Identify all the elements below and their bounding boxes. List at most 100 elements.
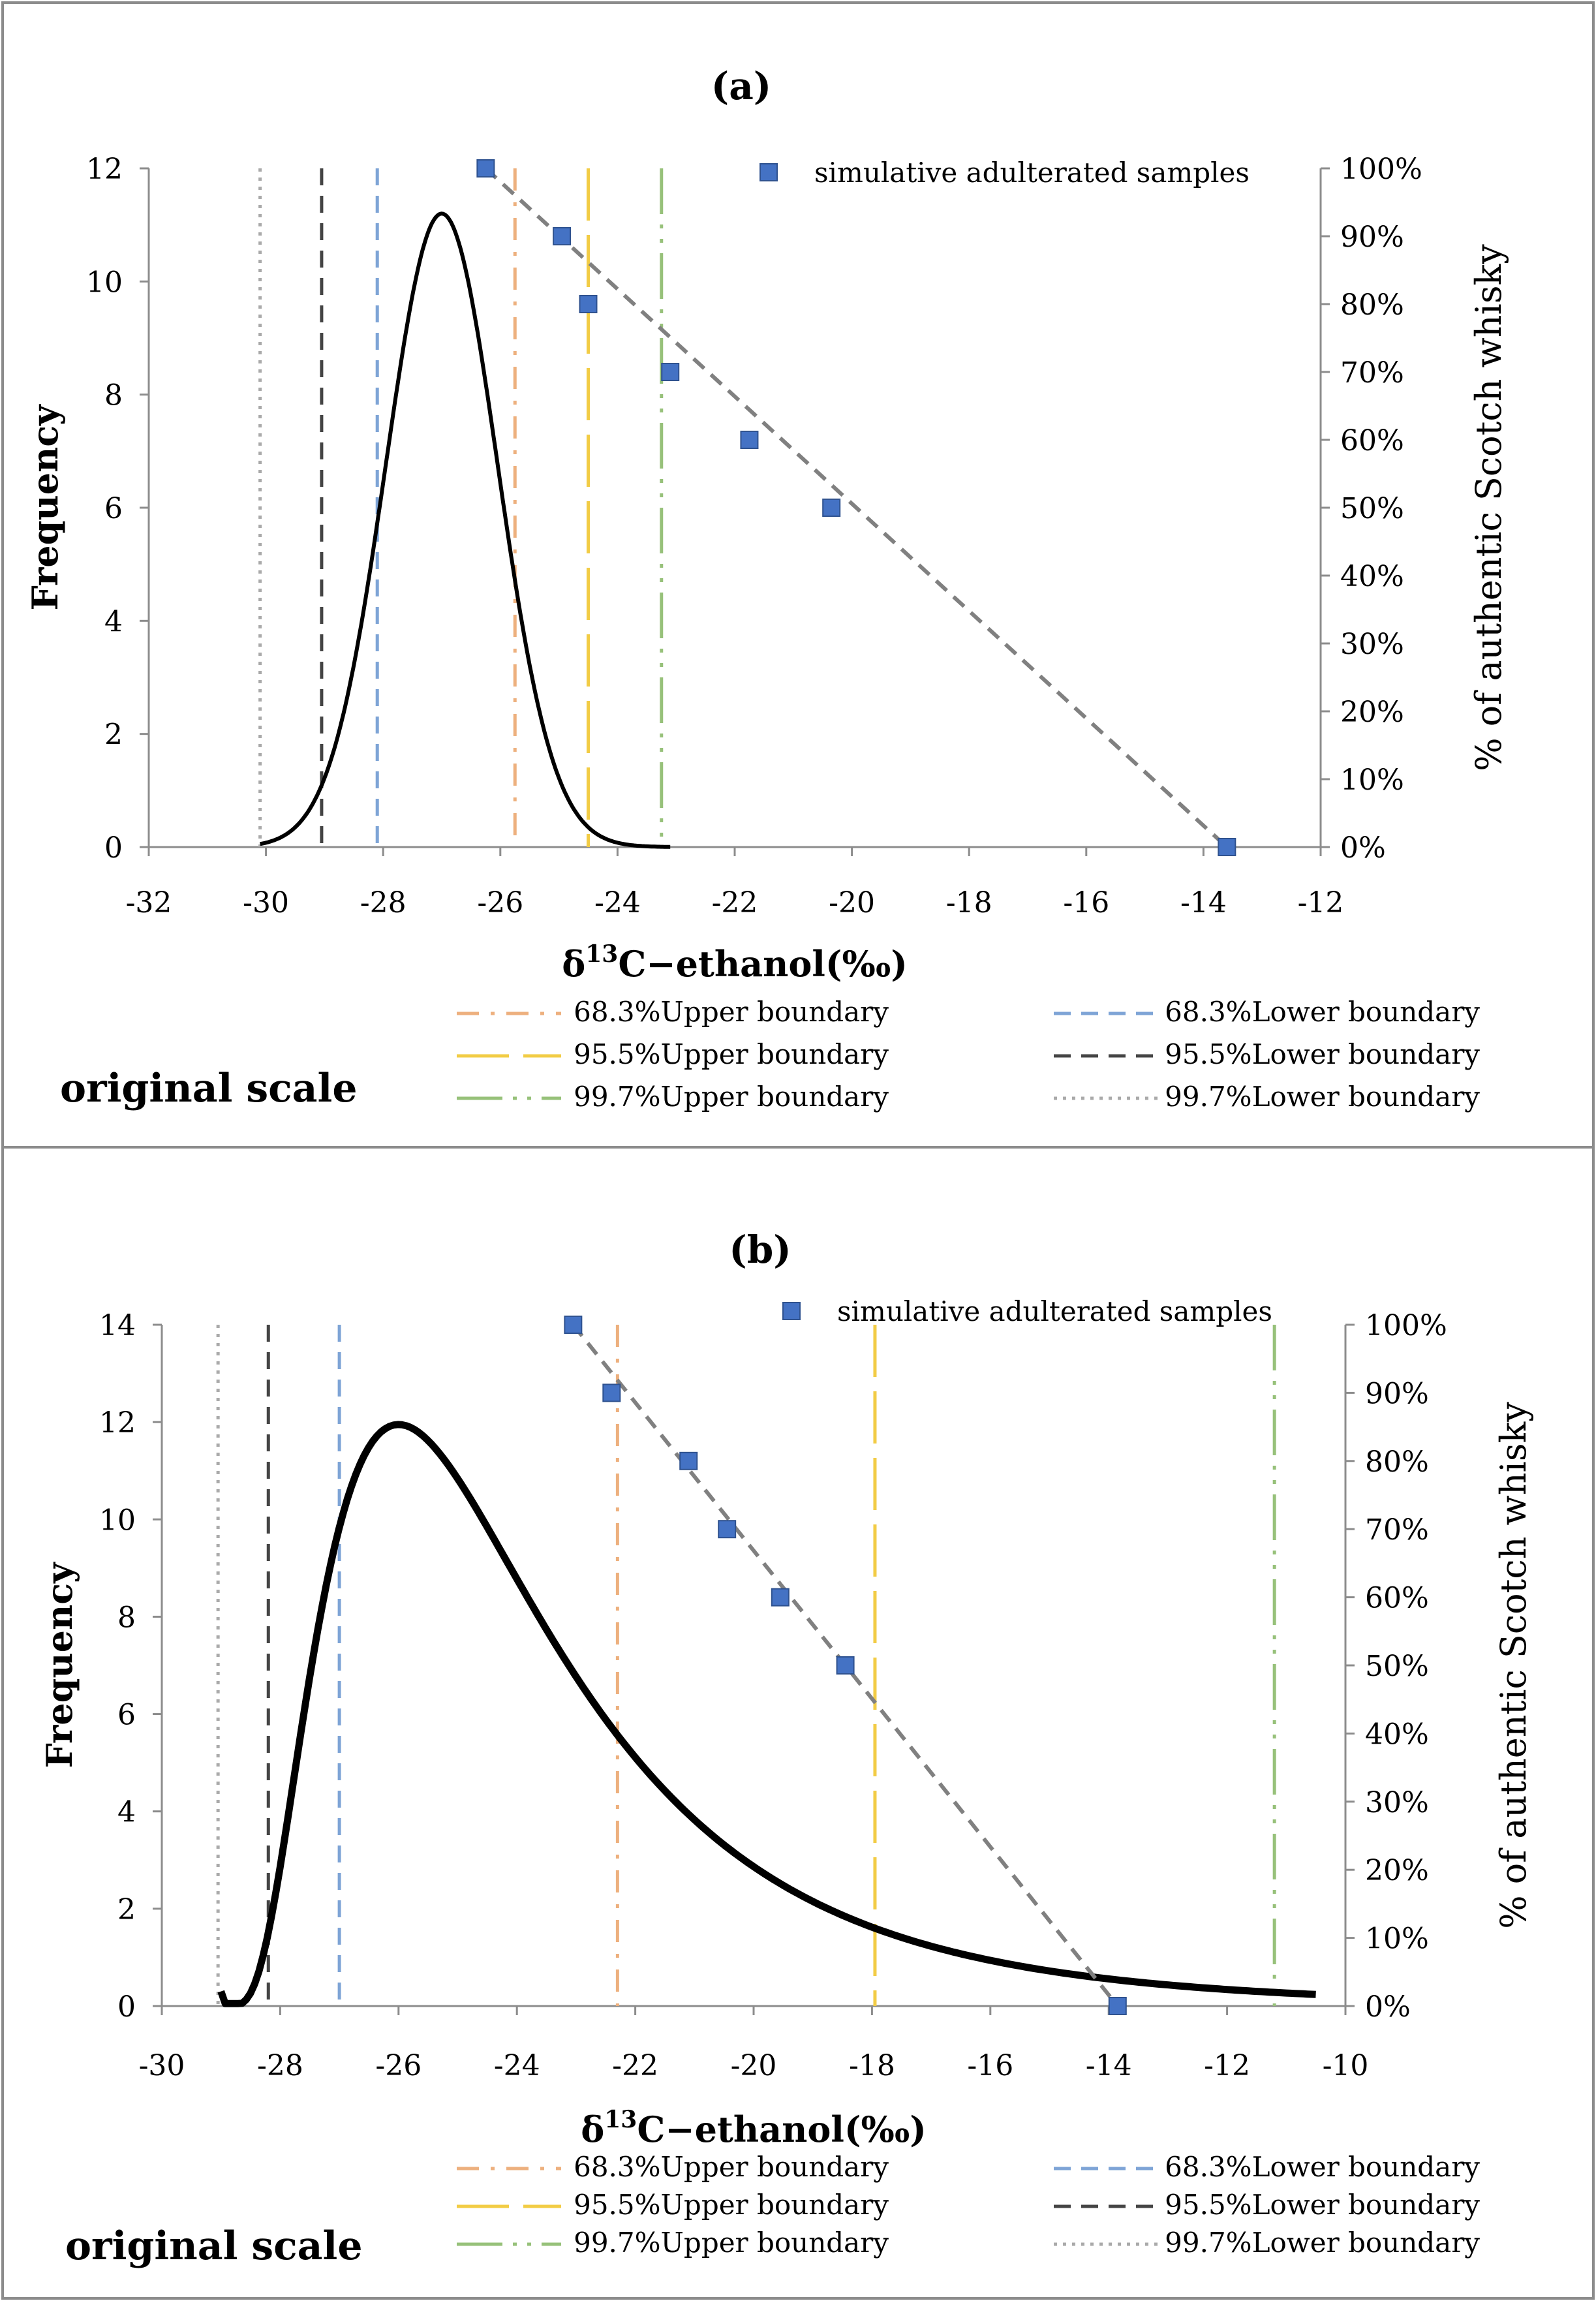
- y2-tick-label: 20%: [1340, 696, 1404, 729]
- chart-title: (b): [729, 1228, 791, 1272]
- sample-point: [661, 363, 680, 381]
- x-tick-label: -24: [594, 886, 641, 919]
- x-axis-label-delta: δ: [562, 943, 585, 985]
- sample-point: [1218, 838, 1236, 856]
- y2-tick-label: 60%: [1340, 424, 1404, 457]
- x-axis-label-sup: 13: [604, 2106, 637, 2133]
- legend-sample-label: simulative adulterated samples: [814, 157, 1250, 189]
- x-tick-label: -22: [712, 886, 758, 919]
- sample-point: [718, 1520, 737, 1539]
- sample-point: [740, 431, 759, 449]
- y2-tick-label: 50%: [1365, 1650, 1429, 1683]
- x-tick-label: -20: [829, 886, 875, 919]
- y2-tick-label: 10%: [1365, 1923, 1429, 1956]
- x-tick-label: -12: [1204, 2049, 1250, 2082]
- x-tick-label: -30: [139, 2049, 185, 2082]
- y-tick-label: 6: [117, 1699, 136, 1732]
- y2-tick-label: 30%: [1365, 1786, 1429, 1819]
- legend-boundary-label: 99.7%Lower boundary: [1165, 1081, 1480, 1113]
- x-tick-label: -18: [849, 2049, 895, 2082]
- x-tick-label: -16: [967, 2049, 1013, 2082]
- chart-title: (a): [711, 64, 771, 108]
- y2-tick-label: 70%: [1365, 1513, 1429, 1547]
- x-axis-label: δ13C−ethanol(‰): [581, 2106, 927, 2150]
- x-tick-label: -18: [946, 886, 992, 919]
- x-tick-label: -14: [1180, 886, 1227, 919]
- x-axis-label-rest: C−ethanol(‰): [637, 2108, 926, 2150]
- trend-line: [484, 166, 1229, 849]
- y-axis-label: Frequency: [24, 404, 66, 611]
- y-tick-label: 6: [104, 492, 123, 525]
- x-axis-label-delta: δ: [581, 2108, 604, 2150]
- x-tick-label: -24: [494, 2049, 540, 2082]
- y2-tick-label: 40%: [1365, 1718, 1429, 1751]
- y2-tick-label: 90%: [1340, 221, 1404, 254]
- y-tick-label: 12: [86, 153, 123, 186]
- sample-point: [822, 499, 841, 517]
- legend-boundary-label: 99.7%Upper boundary: [574, 1081, 889, 1113]
- y-tick-label: 2: [104, 718, 123, 752]
- y2-tick-label: 90%: [1365, 1377, 1429, 1410]
- y2-tick-label: 100%: [1365, 1309, 1447, 1342]
- legend-boundary-label: 95.5%Upper boundary: [574, 2189, 889, 2221]
- legend-boundary-label: 68.3%Lower boundary: [1165, 2151, 1480, 2183]
- legend-sample-marker: [782, 1302, 801, 1320]
- legend-boundary-label: 68.3%Upper boundary: [574, 2151, 889, 2183]
- legend-boundary-label: 68.3%Upper boundary: [574, 996, 889, 1028]
- x-tick-label: -28: [360, 886, 407, 919]
- x-tick-label: -16: [1063, 886, 1109, 919]
- sample-point: [836, 1656, 855, 1675]
- legend-sample-marker: [760, 163, 778, 181]
- y2-axis-label: % of authentic Scotch whisky: [1493, 1402, 1534, 1929]
- legend-boundary-label: 95.5%Upper boundary: [574, 1038, 889, 1070]
- y-axis-label: Frequency: [38, 1562, 80, 1768]
- legend-boundary-label: 99.7%Lower boundary: [1165, 2227, 1480, 2259]
- y2-tick-label: 100%: [1340, 153, 1422, 186]
- y-tick-label: 8: [104, 379, 123, 412]
- y2-tick-label: 10%: [1340, 764, 1404, 797]
- y2-tick-label: 80%: [1340, 288, 1404, 322]
- y-tick-label: 10: [99, 1504, 136, 1537]
- legend-sample-label: simulative adulterated samples: [837, 1295, 1272, 1327]
- y2-tick-label: 60%: [1365, 1582, 1429, 1615]
- x-axis-label: δ13C−ethanol(‰): [562, 940, 908, 985]
- y2-tick-label: 0%: [1365, 1990, 1411, 2024]
- sample-point: [553, 227, 572, 245]
- y-tick-label: 0: [104, 831, 123, 865]
- sample-point: [679, 1451, 698, 1470]
- y2-tick-label: 30%: [1340, 628, 1404, 661]
- y-tick-label: 14: [99, 1309, 136, 1342]
- frequency-curve: [217, 1421, 1316, 2007]
- x-tick-label: -14: [1086, 2049, 1132, 2082]
- legend-boundary-label: 95.5%Lower boundary: [1165, 2189, 1480, 2221]
- x-tick-label: -26: [477, 886, 523, 919]
- y2-tick-label: 70%: [1340, 356, 1404, 390]
- x-tick-label: -30: [243, 886, 289, 919]
- x-tick-label: -12: [1298, 886, 1344, 919]
- scale-label: original scale: [60, 1066, 358, 1111]
- sample-point: [564, 1316, 583, 1334]
- x-axis-label-rest: C−ethanol(‰): [618, 943, 907, 985]
- x-tick-label: -32: [126, 886, 172, 919]
- sample-point: [579, 295, 598, 313]
- frequency-curve: [259, 211, 671, 849]
- legend-boundary-label: 68.3%Lower boundary: [1165, 996, 1480, 1028]
- sample-point: [1108, 1997, 1127, 2015]
- y-tick-label: 8: [117, 1601, 136, 1634]
- sample-point: [602, 1383, 621, 1402]
- sample-point: [476, 159, 495, 178]
- x-tick-label: -22: [612, 2049, 658, 2082]
- legend-boundary-label: 95.5%Lower boundary: [1165, 1038, 1480, 1070]
- y2-tick-label: 80%: [1365, 1445, 1429, 1479]
- x-tick-label: -28: [257, 2049, 303, 2082]
- y2-tick-label: 0%: [1340, 831, 1386, 865]
- chart-panel-b: (b) -30 -28 -26 -24 -22 -20 -18 -16 -14 -12 -10 0 2 4 6…: [38, 1228, 1534, 2269]
- y-tick-label: 12: [99, 1406, 136, 1440]
- x-tick-label: -26: [375, 2049, 422, 2082]
- y2-tick-label: 40%: [1340, 560, 1404, 593]
- y-tick-label: 0: [117, 1990, 136, 2024]
- y-tick-label: 4: [117, 1796, 136, 1829]
- legend-boundary-label: 99.7%Upper boundary: [574, 2227, 889, 2259]
- chart-panel-a: (a) -32 -30 -28 -26 -24 -22 -20 -18 -16 -14 -12 0 2 4 6…: [24, 64, 1509, 1113]
